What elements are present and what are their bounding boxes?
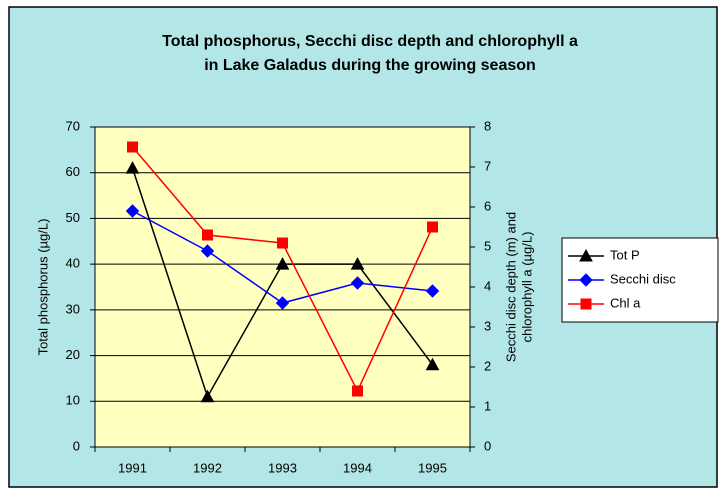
data-point [427,221,438,233]
x-tick-label: 1992 [193,460,222,475]
y-tick-label: 60 [66,164,80,179]
y2-tick-label: 6 [484,198,491,213]
y-tick-label: 0 [73,438,80,453]
data-point [277,237,288,249]
y-tick-label: 50 [66,210,80,225]
data-point [125,204,140,218]
data-point [200,389,215,403]
x-tick-label: 1994 [343,460,372,475]
legend-marker [579,273,593,287]
data-point [127,141,138,153]
x-tick-label: 1995 [418,460,447,475]
legend-label: Secchi disc [610,271,676,286]
data-point [200,244,215,258]
data-point [125,161,140,174]
legend-label: Chl a [610,295,641,310]
y-tick-label: 70 [66,118,80,133]
y2-tick-label: 0 [484,438,491,453]
chart-title: in Lake Galadus during the growing seaso… [204,57,536,74]
chart-title: Total phosphorus, Secchi disc depth and … [162,33,578,50]
plot-area [95,127,470,447]
y2-tick-label: 1 [484,398,491,413]
legend-label: Tot P [610,247,640,262]
y2-tick-label: 3 [484,318,491,333]
y2-tick-label: 7 [484,158,491,173]
data-point [275,296,290,310]
data-point [350,257,365,270]
y2-axis-label: chlorophyll a (µg/L) [519,232,534,343]
x-tick-label: 1991 [118,460,147,475]
legend-marker [580,298,592,310]
data-point [425,284,440,298]
legend-marker [579,248,593,262]
y2-tick-label: 2 [484,358,491,373]
y-tick-label: 20 [66,347,80,362]
y2-tick-label: 5 [484,238,491,253]
data-point [202,229,213,241]
y-axis-label: Total phosphorus (µg/L) [35,219,50,356]
data-point [350,276,365,290]
data-point [275,257,290,270]
y-tick-label: 40 [66,256,80,271]
y2-tick-label: 8 [484,118,491,133]
x-tick-label: 1993 [268,460,297,475]
y2-tick-label: 4 [484,278,491,293]
data-point [425,357,440,371]
y-tick-label: 10 [66,393,80,408]
y-tick-label: 30 [66,301,80,316]
data-point [352,385,363,397]
y2-axis-label: Secchi disc depth (m) and [503,212,518,362]
